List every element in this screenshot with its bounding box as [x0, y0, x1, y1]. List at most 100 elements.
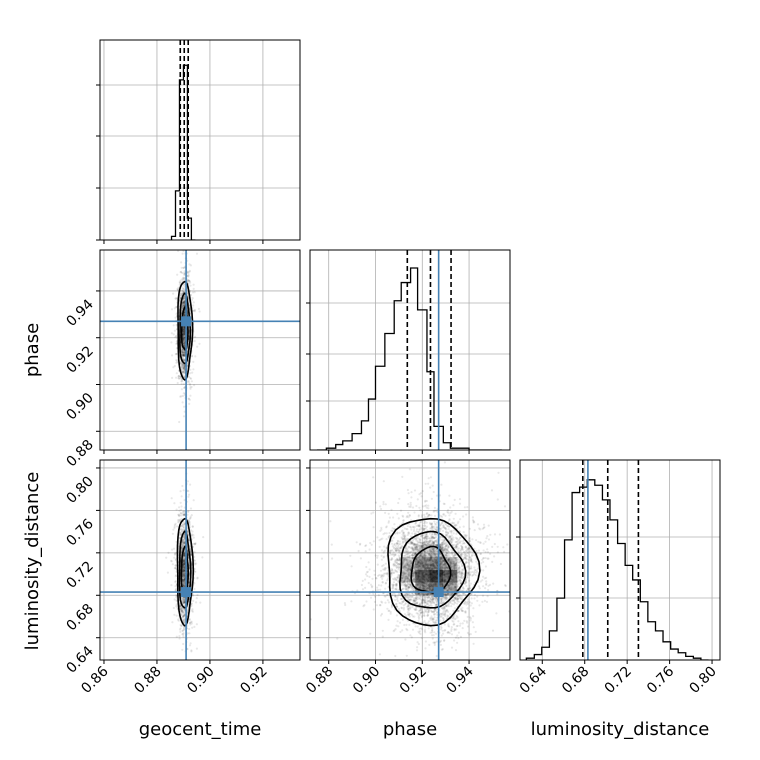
panel-phase-vs-luminosity-distance-sample-point	[432, 563, 435, 566]
panel-geocent-time-vs-luminosity-distance-sample-point	[183, 526, 186, 529]
panel-phase-vs-luminosity-distance-sample-point	[435, 597, 438, 600]
panel-phase-vs-luminosity-distance-sample-point	[415, 546, 418, 549]
panel-geocent-time-vs-luminosity-distance-sample-point	[174, 589, 177, 592]
panel-geocent-time-vs-luminosity-distance-sample-point	[181, 540, 184, 544]
panel-geocent-time-vs-luminosity-distance-sample-point	[173, 525, 176, 528]
panel-phase-vs-luminosity-distance-sample-point	[414, 560, 417, 563]
panel-phase-vs-luminosity-distance-sample-point	[431, 570, 434, 574]
panel-phase-vs-luminosity-distance-sample-point	[450, 581, 453, 584]
panel-geocent-time-vs-luminosity-distance-sample-point	[182, 601, 185, 604]
panel-phase-vs-luminosity-distance-sample-point	[460, 554, 463, 558]
panel-phase-vs-luminosity-distance-sample-point	[424, 535, 427, 538]
panel-geocent-time-vs-luminosity-distance-sample-point	[180, 624, 183, 628]
panel-phase-vs-luminosity-distance-sample-point	[429, 539, 432, 543]
panel-phase-vs-luminosity-distance-sample-point	[403, 527, 406, 530]
panel-phase-vs-luminosity-distance-sample-point	[444, 530, 448, 534]
panel-phase-vs-luminosity-distance-sample-point	[418, 570, 422, 573]
panel-phase-vs-luminosity-distance-sample-point	[454, 585, 457, 589]
panel-geocent-time-vs-luminosity-distance-sample-point	[183, 570, 186, 573]
panel-phase-vs-luminosity-distance-sample-point	[431, 573, 434, 577]
panel-geocent-time-vs-luminosity-distance-sample-point	[187, 510, 190, 513]
panel-phase-vs-luminosity-distance-sample-point	[413, 554, 416, 557]
panel-geocent-time-vs-phase-sample-point	[178, 374, 181, 377]
panel-geocent-time-vs-phase-sample-point	[192, 283, 195, 286]
panel-phase-vs-luminosity-distance-sample-point	[471, 621, 474, 624]
panel-phase-vs-luminosity-distance-sample-point	[465, 560, 468, 563]
panel-geocent-time-vs-luminosity-distance-sample-point	[183, 567, 186, 570]
panel-geocent-time-vs-luminosity-distance-sample-point	[182, 569, 185, 572]
panel-geocent-time-vs-luminosity-distance-truth-marker	[181, 587, 192, 598]
panel-phase-vs-luminosity-distance-sample-point	[425, 588, 428, 591]
panel-phase-vs-luminosity-distance-sample-point	[387, 512, 390, 515]
panel-geocent-time-vs-luminosity-distance-sample-point	[171, 621, 174, 624]
panel-geocent-time-vs-phase-sample-point	[183, 297, 186, 300]
panel-phase-vs-luminosity-distance-sample-point	[464, 545, 467, 548]
panel-phase-vs-luminosity-distance-sample-point	[458, 566, 461, 569]
panel-phase-vs-luminosity-distance-sample-point	[450, 510, 453, 513]
panel-geocent-time-vs-luminosity-distance-sample-point	[175, 603, 178, 606]
panel-geocent-time-vs-luminosity-distance-sample-point	[174, 564, 177, 567]
panel-geocent-time-vs-phase-sample-point	[180, 395, 183, 398]
panel-geocent-time-vs-phase-sample-point	[183, 386, 186, 390]
panel-phase-vs-luminosity-distance-sample-point	[412, 599, 416, 602]
panel-geocent-time-vs-phase-sample-point	[186, 279, 189, 282]
panel-geocent-time-vs-phase-sample-point	[182, 354, 185, 357]
panel-geocent-time-vs-luminosity-distance-sample-point	[191, 525, 194, 528]
panel-geocent-time-vs-phase-sample-point	[178, 280, 181, 283]
panel-geocent-time-vs-luminosity-distance-sample-point	[182, 514, 185, 517]
panel-phase-vs-luminosity-distance-sample-point	[403, 579, 406, 582]
panel-phase-vs-luminosity-distance-sample-point	[455, 532, 458, 536]
panel-phase-vs-luminosity-distance-sample-point	[433, 573, 436, 576]
panel-geocent-time-vs-luminosity-distance-sample-point	[179, 623, 182, 627]
panel-geocent-time-vs-phase-sample-point	[183, 358, 186, 361]
panel-phase-vs-luminosity-distance-sample-point	[384, 601, 387, 604]
panel-geocent-time-vs-luminosity-distance-sample-point	[180, 543, 184, 546]
panel-phase-vs-luminosity-distance-sample-point	[446, 594, 449, 597]
panel-phase-vs-luminosity-distance-sample-point	[455, 597, 458, 600]
panel-phase-vs-luminosity-distance-sample-point	[447, 593, 450, 596]
panel-phase-vs-luminosity-distance-sample-point	[435, 577, 438, 580]
panel-phase-vs-luminosity-distance-sample-point	[417, 565, 420, 568]
panel-phase-vs-luminosity-distance-sample-point	[429, 539, 432, 542]
panel-geocent-time-vs-luminosity-distance-sample-point	[190, 534, 193, 537]
panel-geocent-time-vs-luminosity-distance-sample-point	[182, 555, 185, 558]
panel-phase-vs-luminosity-distance-sample-point	[443, 547, 446, 550]
panel-geocent-time-vs-phase-sample-point	[179, 271, 182, 274]
panel-geocent-time-vs-luminosity-distance-sample-point	[182, 601, 185, 604]
panel-phase-vs-luminosity-distance-sample-point	[429, 563, 432, 566]
panel-phase-vs-luminosity-distance-sample-point	[410, 559, 413, 563]
panel-geocent-time-vs-phase-sample-point	[183, 367, 186, 370]
panel-geocent-time-vs-phase-sample-point	[183, 332, 186, 336]
panel-geocent-time-vs-phase-sample-point	[189, 383, 192, 386]
panel-geocent-time-vs-luminosity-distance-sample-point	[182, 569, 185, 573]
panel-geocent-time-vs-luminosity-distance-sample-point	[182, 538, 185, 541]
panel-phase-vs-luminosity-distance-sample-point	[398, 549, 401, 553]
panel-phase-vs-luminosity-distance-sample-point	[444, 594, 448, 597]
panel-geocent-time-vs-phase-sample-point	[183, 334, 186, 337]
panel-phase-vs-luminosity-distance-sample-point	[425, 540, 428, 543]
panel-geocent-time-vs-phase-sample-point	[183, 328, 186, 331]
panel-phase-vs-luminosity-distance-sample-point	[426, 543, 429, 546]
panel-phase-vs-luminosity-distance-sample-point	[451, 572, 454, 575]
panel-geocent-time-vs-phase-sample-point	[182, 304, 185, 307]
panel-geocent-time-vs-phase-sample-point	[183, 352, 186, 355]
panel-phase-vs-luminosity-distance-sample-point	[426, 622, 430, 625]
panel-geocent-time-vs-phase-samples	[170, 250, 201, 424]
panel-phase-vs-luminosity-distance-sample-point	[451, 574, 454, 577]
panel-phase-vs-luminosity-distance-sample-point	[461, 571, 464, 575]
panel-geocent-time-vs-luminosity-distance-sample-point	[172, 528, 175, 531]
panel-phase-vs-luminosity-distance-sample-point	[431, 568, 434, 571]
panel-phase-vs-luminosity-distance-sample-point	[453, 580, 456, 584]
panel-phase-vs-luminosity-distance-sample-point	[444, 554, 447, 557]
panel-geocent-time-vs-luminosity-distance-sample-point	[183, 565, 186, 568]
panel-geocent-time-vs-phase-sample-point	[172, 292, 175, 295]
panel-geocent-time-vs-phase-sample-point	[181, 350, 184, 354]
panel-phase-vs-luminosity-distance-sample-point	[482, 557, 485, 560]
panel-phase-vs-luminosity-distance-sample-point	[427, 570, 430, 573]
panel-phase-vs-luminosity-distance-sample-point	[450, 575, 453, 578]
panel-phase-vs-luminosity-distance-sample-point	[455, 583, 458, 586]
panel-geocent-time-vs-luminosity-distance-sample-point	[182, 598, 185, 602]
panel-geocent-time-vs-luminosity-distance-sample-point	[178, 533, 181, 537]
panel-geocent-time-vs-phase-sample-point	[183, 287, 186, 291]
panel-geocent-time-vs-luminosity-distance-sample-point	[183, 552, 186, 555]
